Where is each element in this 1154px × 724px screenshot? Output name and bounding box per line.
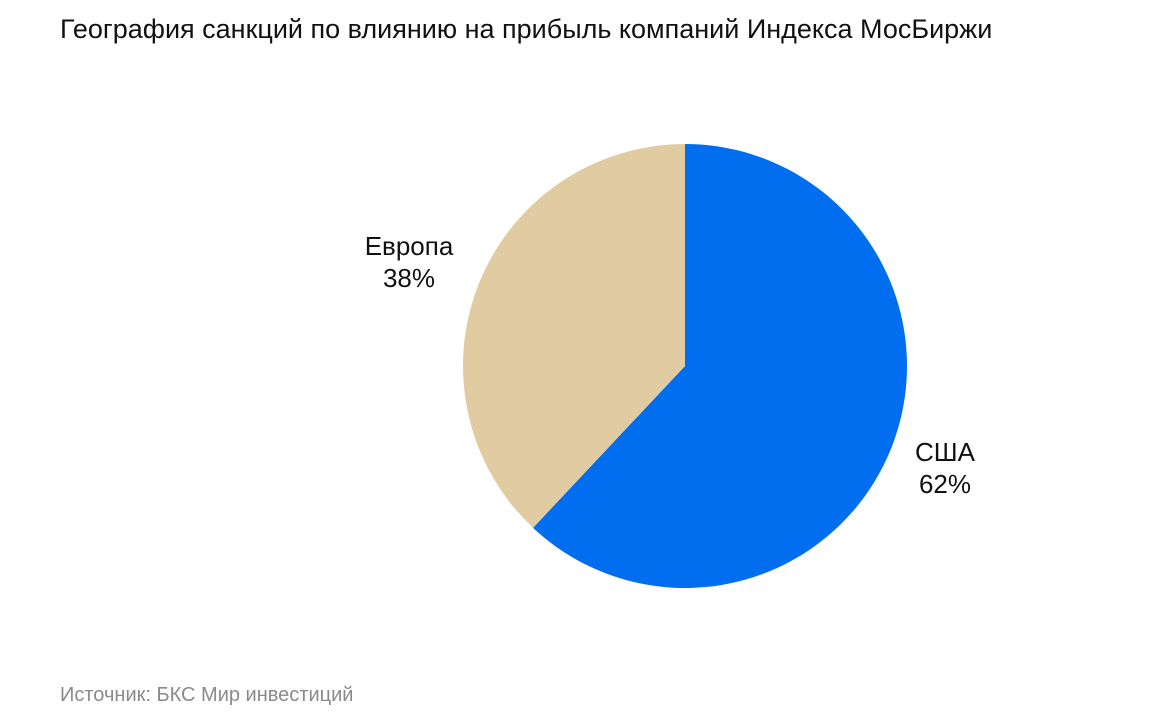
slice-value-europe: 38% <box>382 263 436 293</box>
pie-slice-europe <box>463 144 685 528</box>
slice-label-usa: США 62% <box>886 436 1004 500</box>
slice-name-usa: США <box>915 437 975 467</box>
slice-label-europe: Европа 38% <box>350 230 468 294</box>
slice-name-europe: Европа <box>364 231 454 261</box>
slice-value-usa: 62% <box>918 469 972 499</box>
chart-title: География санкций по влиянию на прибыль … <box>60 14 993 44</box>
pie-slice-usa <box>533 143 908 588</box>
source-note: Источник: БКС Мир инвестиций <box>60 684 354 706</box>
